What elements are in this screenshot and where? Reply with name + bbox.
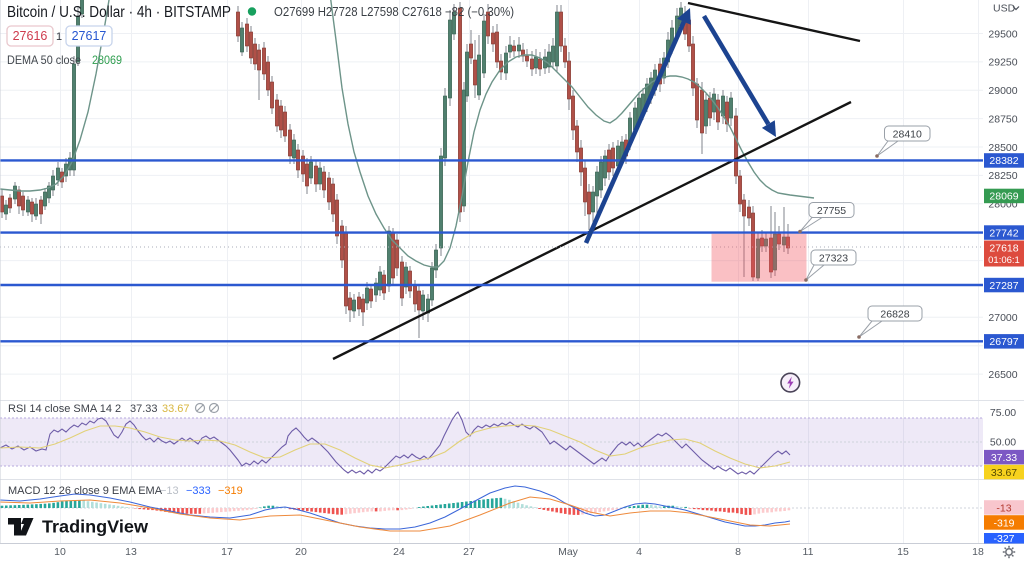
svg-text:75.00: 75.00 — [990, 407, 1016, 419]
svg-text:28382: 28382 — [989, 155, 1018, 167]
svg-text:29500: 29500 — [988, 28, 1017, 40]
svg-text:17: 17 — [221, 546, 233, 558]
svg-text:27323: 27323 — [819, 252, 848, 264]
svg-text:28250: 28250 — [988, 170, 1017, 182]
svg-text:27616: 27616 — [13, 29, 48, 43]
svg-text:−319: −319 — [218, 485, 243, 497]
svg-text:O27699 H27728 L27598 C27618 −8: O27699 H27728 L27598 C27618 −82 (−0.30%) — [274, 5, 514, 19]
svg-text:10: 10 — [54, 546, 66, 558]
svg-text:26828: 26828 — [880, 308, 909, 320]
svg-text:TradingView: TradingView — [42, 517, 148, 537]
svg-text:13: 13 — [125, 546, 137, 558]
svg-text:29250: 29250 — [988, 57, 1017, 69]
svg-text:4: 4 — [636, 546, 642, 558]
svg-text:27755: 27755 — [817, 205, 846, 217]
svg-text:1: 1 — [56, 31, 62, 43]
svg-text:27000: 27000 — [988, 312, 1017, 324]
svg-text:MACD 12 26 close 9 EMA EMA: MACD 12 26 close 9 EMA EMA — [8, 485, 163, 497]
svg-text:28500: 28500 — [988, 142, 1017, 154]
svg-text:27742: 27742 — [989, 227, 1018, 239]
svg-text:33.67: 33.67 — [991, 467, 1017, 479]
svg-text:May: May — [558, 546, 579, 558]
svg-text:8: 8 — [735, 546, 741, 558]
svg-text:24: 24 — [393, 546, 405, 558]
svg-text:26797: 26797 — [989, 336, 1018, 348]
svg-text:37.33: 37.33 — [130, 403, 158, 415]
svg-text:27287: 27287 — [989, 280, 1018, 292]
svg-text:15: 15 — [897, 546, 909, 558]
svg-text:28750: 28750 — [988, 113, 1017, 125]
svg-text:DEMA 50 close: DEMA 50 close — [7, 53, 81, 67]
svg-text:-327: -327 — [993, 533, 1014, 545]
svg-text:27618: 27618 — [989, 243, 1018, 255]
svg-text:−13: −13 — [160, 485, 179, 497]
svg-text:USD: USD — [993, 3, 1016, 15]
svg-text:Bitcoin / U.S. Dollar · 4h · B: Bitcoin / U.S. Dollar · 4h · BITSTAMP — [7, 4, 231, 21]
svg-text:37.33: 37.33 — [991, 452, 1017, 464]
svg-text:-13: -13 — [996, 502, 1011, 514]
svg-text:28069: 28069 — [92, 53, 122, 67]
svg-text:01:06:1: 01:06:1 — [988, 255, 1020, 266]
svg-text:33.67: 33.67 — [162, 403, 190, 415]
svg-text:RSI 14 close SMA 14 2: RSI 14 close SMA 14 2 — [8, 403, 121, 415]
svg-text:28069: 28069 — [989, 191, 1018, 203]
svg-text:11: 11 — [803, 546, 814, 558]
svg-text:26500: 26500 — [988, 369, 1017, 381]
svg-text:18: 18 — [972, 546, 984, 558]
svg-text:27617: 27617 — [72, 29, 107, 43]
svg-text:29000: 29000 — [988, 85, 1017, 97]
svg-text:50.00: 50.00 — [990, 437, 1016, 449]
svg-text:27: 27 — [463, 546, 475, 558]
svg-text:28410: 28410 — [893, 128, 922, 140]
svg-text:-319: -319 — [993, 517, 1014, 529]
svg-text:−333: −333 — [186, 485, 211, 497]
svg-text:20: 20 — [295, 546, 307, 558]
